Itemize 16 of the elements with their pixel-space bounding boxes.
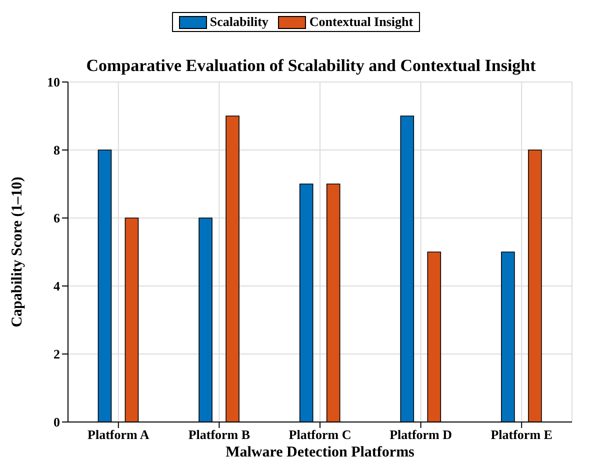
x-tick-label: Platform D	[390, 427, 452, 442]
y-axis-title: Capability Score (1–10)	[9, 176, 26, 328]
x-tick-label: Platform C	[288, 427, 352, 442]
y-tick-label: 0	[54, 414, 60, 430]
y-tick-label: 4	[54, 278, 60, 294]
y-tick-label: 8	[54, 142, 60, 158]
y-tick-label: 6	[54, 210, 60, 226]
y-tick-label: 2	[54, 346, 60, 362]
y-tick-label: 10	[47, 74, 60, 90]
legend-label: Scalability	[210, 14, 268, 30]
legend-label: Contextual Insight	[309, 14, 414, 30]
x-axis-title: Malware Detection Platforms	[226, 444, 415, 461]
x-tick-label: Platform A	[88, 427, 150, 442]
x-tick-label: Platform B	[188, 427, 250, 442]
chart-title: Comparative Evaluation of Scalability and Contextual Insight	[85, 56, 537, 76]
x-tick-label: Platform E	[490, 427, 552, 442]
